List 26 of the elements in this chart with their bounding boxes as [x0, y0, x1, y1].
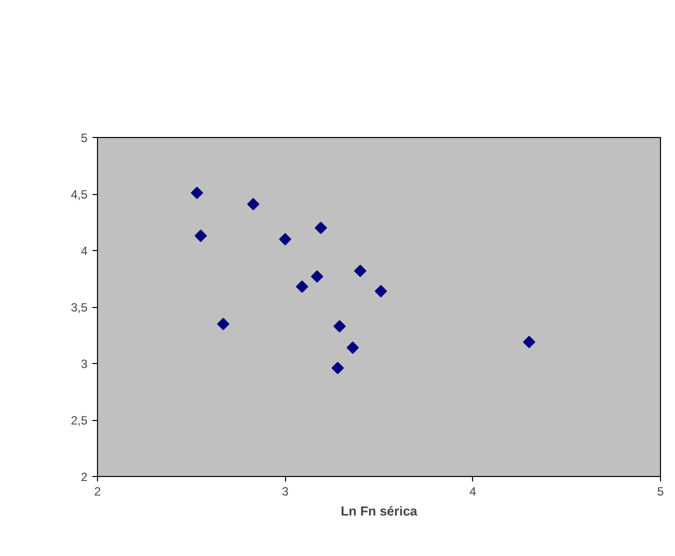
x-tick-label: 5	[657, 484, 664, 498]
point	[217, 318, 230, 330]
x-axis-title: Ln Fn sérica	[340, 504, 418, 518]
point	[346, 342, 359, 354]
x-tick-label: 4	[469, 484, 476, 498]
point	[194, 230, 207, 242]
y-tick-label: 2,5	[70, 414, 88, 428]
point	[374, 285, 388, 298]
point	[332, 362, 344, 374]
point	[296, 280, 308, 293]
y-tick-label: 4	[80, 244, 88, 258]
y-tick-label: 3	[80, 357, 88, 371]
point	[310, 270, 324, 283]
x-tick-label: 3	[282, 484, 289, 498]
point	[247, 198, 260, 210]
point	[190, 186, 204, 200]
point	[354, 264, 366, 277]
y-tick-label: 5	[80, 131, 88, 145]
x-tick-label: 2	[94, 484, 102, 498]
y-tick-label: 3,5	[70, 300, 88, 314]
point	[279, 233, 292, 246]
point	[333, 320, 346, 332]
point	[522, 336, 536, 348]
point	[314, 222, 327, 234]
y-tick-label: 2	[80, 470, 88, 484]
y-tick-label: 4,5	[70, 188, 88, 202]
